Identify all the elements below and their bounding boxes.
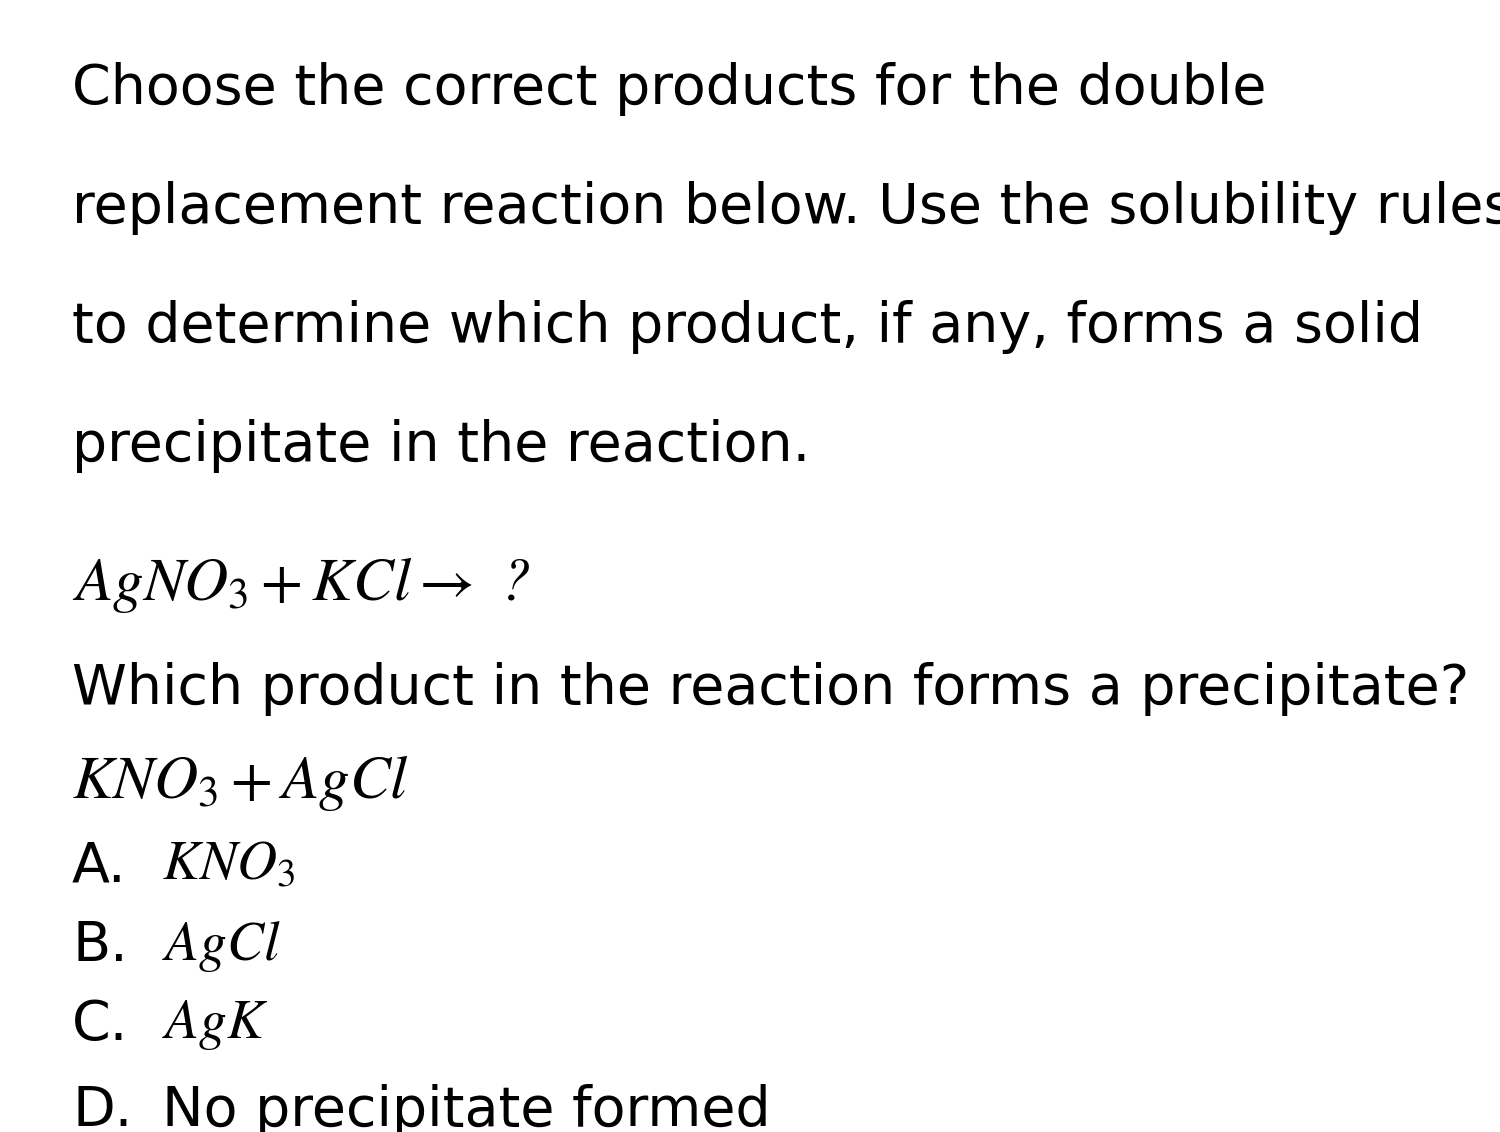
Text: B.: B. [72,919,128,974]
Text: D.: D. [72,1084,132,1132]
Text: $KNO_3 + AgCl$: $KNO_3 + AgCl$ [72,753,410,813]
Text: $AgCl$: $AgCl$ [162,919,280,975]
Text: Choose the correct products for the double: Choose the correct products for the doub… [72,62,1266,117]
Text: A.: A. [72,840,126,894]
Text: to determine which product, if any, forms a solid: to determine which product, if any, form… [72,300,1423,354]
Text: replacement reaction below. Use the solubility rules: replacement reaction below. Use the solu… [72,181,1500,235]
Text: $AgK$: $AgK$ [162,998,268,1053]
Text: No precipitate formed: No precipitate formed [162,1084,771,1132]
Text: $KNO_3$: $KNO_3$ [162,840,296,891]
Text: C.: C. [72,998,129,1053]
Text: $AgNO_3 + KCl \rightarrow$ ?: $AgNO_3 + KCl \rightarrow$ ? [72,555,531,615]
Text: precipitate in the reaction.: precipitate in the reaction. [72,419,810,473]
Text: Which product in the reaction forms a precipitate?: Which product in the reaction forms a pr… [72,662,1468,717]
